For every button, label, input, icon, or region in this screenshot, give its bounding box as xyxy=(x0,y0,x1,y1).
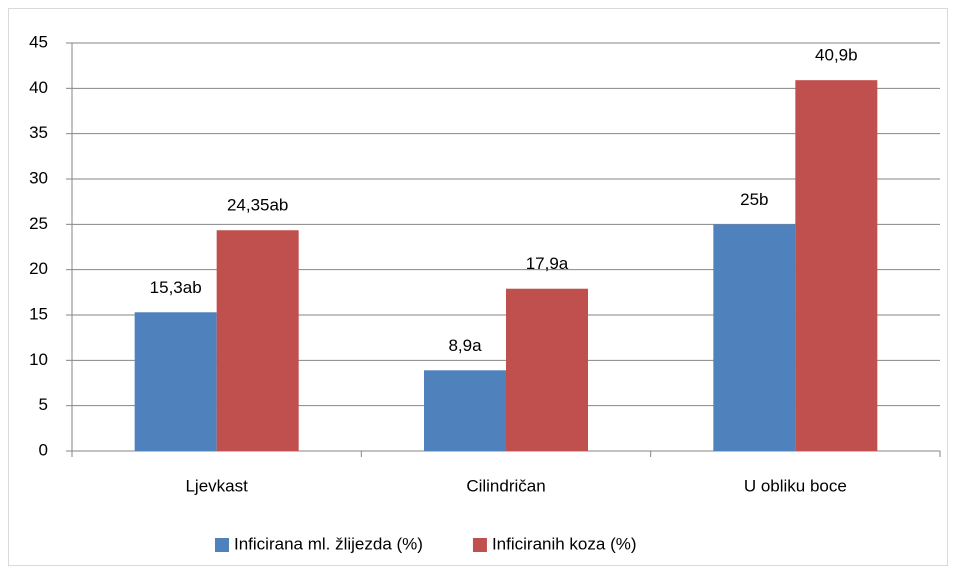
y-tick-label: 25 xyxy=(29,214,48,233)
legend-label: Inficiranih koza (%) xyxy=(492,534,637,553)
x-tick-label: Cilindričan xyxy=(466,476,545,495)
y-tick-label: 15 xyxy=(29,304,48,323)
y-tick-label: 35 xyxy=(29,123,48,142)
bar xyxy=(713,224,796,451)
x-tick-label: U obliku boce xyxy=(744,476,847,495)
data-label: 8,9a xyxy=(448,336,482,355)
legend-label: Inficirana ml. žlijezda (%) xyxy=(234,534,423,553)
y-tick-label: 20 xyxy=(29,259,48,278)
bar xyxy=(506,288,588,451)
legend-swatch xyxy=(472,538,487,552)
y-tick-label: 5 xyxy=(39,395,48,414)
y-tick-label: 10 xyxy=(29,350,48,369)
x-tick-label: Ljevkast xyxy=(185,476,248,495)
bar xyxy=(216,230,299,451)
data-label: 40,9b xyxy=(815,46,858,65)
data-label: 24,35ab xyxy=(227,196,288,215)
y-tick-label: 40 xyxy=(29,78,48,97)
data-label: 25b xyxy=(740,190,768,209)
data-label: 15,3ab xyxy=(150,278,202,297)
y-tick-label: 0 xyxy=(39,440,48,459)
bar xyxy=(134,312,217,451)
y-tick-label: 45 xyxy=(29,32,48,51)
y-tick-label: 30 xyxy=(29,168,48,187)
legend-swatch xyxy=(215,538,229,552)
data-label: 17,9a xyxy=(526,254,569,273)
bar xyxy=(795,80,878,451)
bar xyxy=(424,370,506,451)
